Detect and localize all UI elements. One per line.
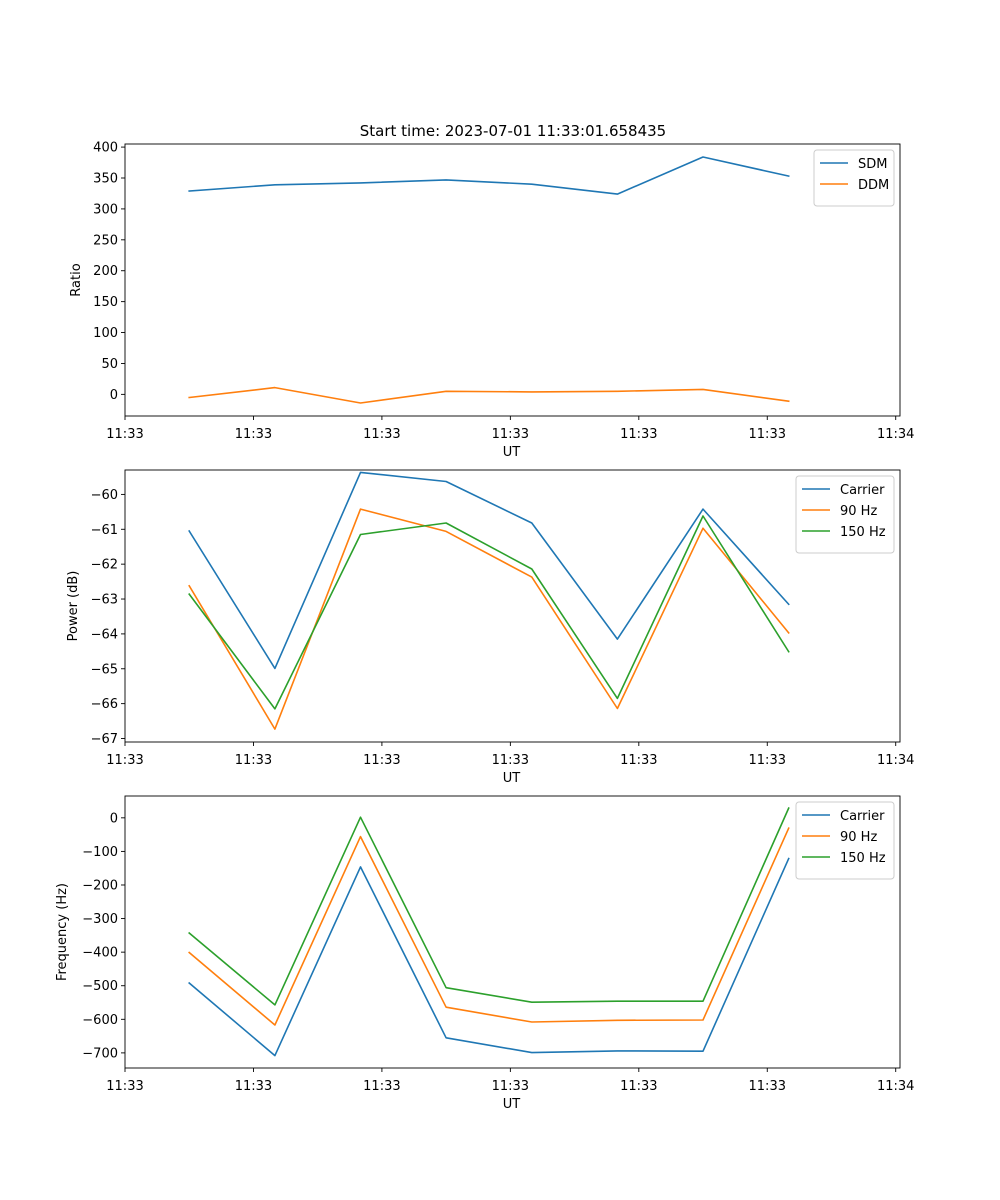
x-tick-label: 11:33: [235, 753, 272, 768]
y-tick-label: −63: [91, 593, 118, 608]
series-line-ddm: [188, 386, 790, 404]
legend-label: Carrier: [840, 483, 885, 498]
series-line-carrier: [188, 471, 790, 670]
legend-box: [795, 801, 895, 880]
y-tick-label: 250: [93, 233, 118, 248]
series-line-150-hz: [188, 807, 790, 1006]
x-axis-label: UT: [503, 771, 521, 786]
x-tick-label: 11:33: [106, 753, 143, 768]
x-axis-label: UT: [503, 1097, 521, 1112]
y-tick-label: 300: [93, 202, 118, 217]
x-tick-label: 11:33: [492, 753, 529, 768]
panels: 0 50 100 150 200 250 300 350 400 11:33 11:33 11:33 1…: [55, 141, 914, 1112]
legend-label: 90 Hz: [840, 504, 877, 519]
x-tick-label: 11:33: [749, 427, 786, 442]
x-tick-label: 11:34: [877, 1079, 914, 1094]
y-axis-label: Power (dB): [66, 571, 81, 642]
legend-label: SDM: [858, 157, 887, 172]
series-line-90-hz: [188, 508, 790, 730]
y-tick-label: 100: [93, 326, 118, 341]
series-line-90-hz: [188, 827, 790, 1026]
legend: Carrier 90 Hz 150 Hz: [795, 801, 895, 880]
x-tick-label: 11:33: [363, 753, 400, 768]
axes-frame: [124, 143, 901, 417]
legend: Carrier 90 Hz 150 Hz: [795, 475, 895, 554]
panel-3: −700 −600 −500 −400 −300 −200 −100 0 11:33 11:33 1…: [55, 795, 914, 1112]
legend-box: [795, 475, 895, 554]
figure-title: Start time: 2023-07-01 11:33:01.658435: [360, 122, 666, 140]
x-tick-label: 11:33: [749, 753, 786, 768]
y-tick-label: −67: [91, 732, 118, 747]
series-line-150-hz: [188, 515, 790, 710]
y-tick-label: −62: [91, 558, 118, 573]
y-tick-label: −64: [91, 627, 118, 642]
x-tick-label: 11:33: [363, 427, 400, 442]
legend-label: Carrier: [840, 809, 885, 824]
x-tick-label: 11:33: [620, 1079, 657, 1094]
legend-label: 90 Hz: [840, 830, 877, 845]
series-line-carrier: [188, 857, 790, 1057]
y-tick-label: 150: [93, 295, 118, 310]
y-tick-label: −300: [82, 912, 118, 927]
y-tick-label: 0: [110, 811, 118, 826]
x-tick-label: 11:33: [106, 1079, 143, 1094]
x-axis-label: UT: [503, 445, 521, 460]
y-tick-label: 0: [110, 388, 118, 403]
y-tick-label: 400: [93, 141, 118, 156]
x-tick-label: 11:33: [492, 1079, 529, 1094]
x-tick-label: 11:34: [877, 753, 914, 768]
y-tick-label: −100: [82, 845, 118, 860]
y-tick-label: −600: [82, 1013, 118, 1028]
y-tick-label: −66: [91, 697, 118, 712]
y-tick-label: 200: [93, 264, 118, 279]
y-tick-label: 50: [101, 357, 118, 372]
y-tick-label: −60: [91, 488, 118, 503]
legend-label: 150 Hz: [840, 851, 886, 866]
legend-label: DDM: [858, 178, 889, 193]
x-tick-label: 11:33: [235, 427, 272, 442]
x-tick-label: 11:33: [235, 1079, 272, 1094]
y-tick-label: −500: [82, 979, 118, 994]
y-tick-label: −61: [91, 523, 118, 538]
x-tick-label: 11:33: [749, 1079, 786, 1094]
y-tick-label: −400: [82, 946, 118, 961]
y-tick-label: −65: [91, 662, 118, 677]
x-tick-label: 11:33: [620, 427, 657, 442]
x-tick-label: 11:33: [492, 427, 529, 442]
series-line-sdm: [188, 156, 790, 195]
legend-box: [813, 149, 895, 207]
x-tick-label: 11:33: [106, 427, 143, 442]
legend-label: 150 Hz: [840, 525, 886, 540]
x-tick-label: 11:34: [877, 427, 914, 442]
y-tick-label: 350: [93, 172, 118, 187]
y-axis-label: Ratio: [69, 263, 84, 296]
panel-1: 0 50 100 150 200 250 300 350 400 11:33 11:33 11:33 1…: [69, 141, 914, 460]
x-tick-label: 11:33: [620, 753, 657, 768]
x-tick-label: 11:33: [363, 1079, 400, 1094]
y-axis-label: Frequency (Hz): [55, 883, 70, 981]
axes-frame: [124, 795, 901, 1069]
y-tick-label: −200: [82, 878, 118, 893]
y-tick-label: −700: [82, 1046, 118, 1061]
axes-frame: [124, 469, 901, 743]
panel-2: −67 −66 −65 −64 −63 −62 −61 −60 11:33 11:33 11:33 1…: [66, 469, 914, 786]
legend: SDM DDM: [813, 149, 895, 207]
